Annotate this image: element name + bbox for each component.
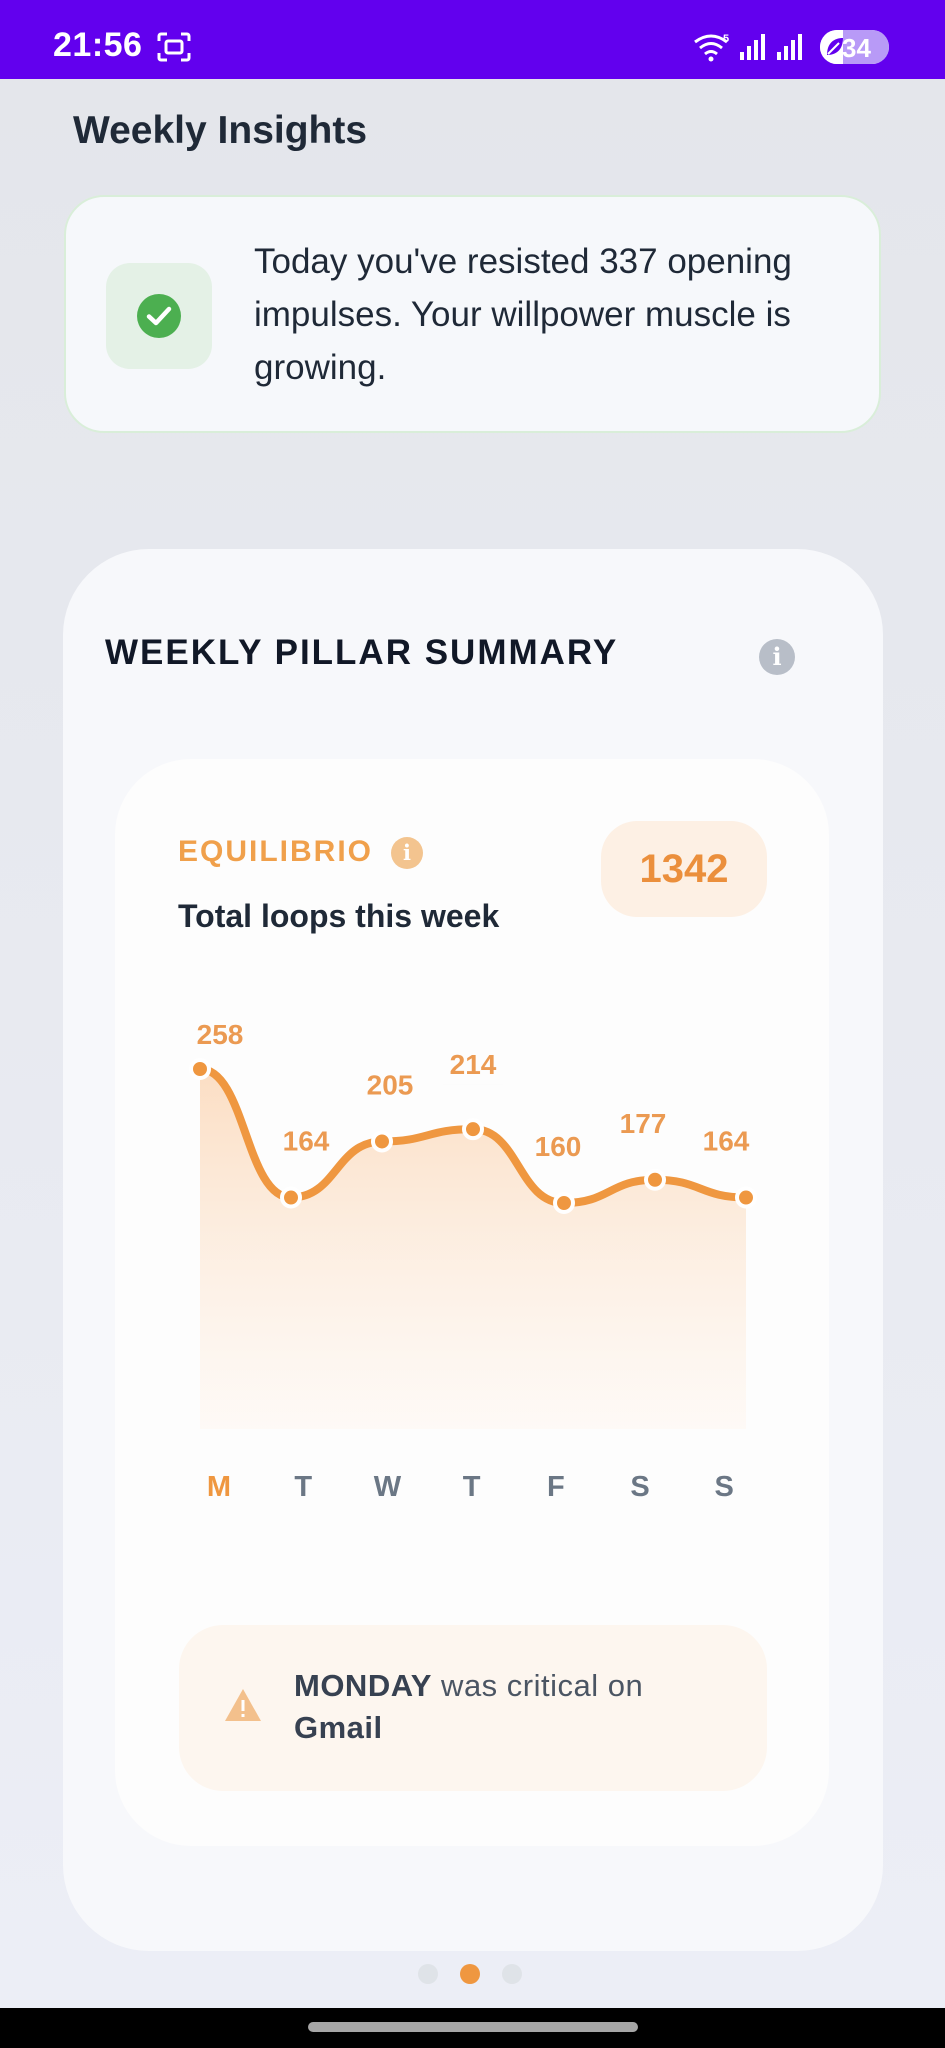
- total-loops-label: Total loops this week: [178, 898, 500, 934]
- alert-text: MONDAY was critical on Gmail: [294, 1665, 744, 1749]
- chart-point-4[interactable]: [462, 1118, 484, 1141]
- alert-app: Gmail: [294, 1710, 383, 1745]
- alert-day: MONDAY: [294, 1668, 432, 1703]
- pillar-chart-card[interactable]: EQUILIBRIO i Total loops this week 1342 …: [115, 759, 829, 1846]
- chart-point-6[interactable]: [644, 1168, 666, 1191]
- data-label-bg: [190, 1018, 250, 1054]
- data-label-bg: [443, 1048, 503, 1085]
- wifi-icon: 5: [694, 33, 729, 62]
- warning-icon: [225, 1689, 261, 1721]
- battery-indicator: 34: [820, 30, 889, 64]
- section-title: WEEKLY PILLAR SUMMARY: [105, 633, 619, 672]
- data-label-bg: [696, 1124, 756, 1161]
- weekly-insights-screen[interactable]: Weekly Insights Today you've resisted 33…: [0, 79, 945, 2008]
- data-label-bg: [613, 1106, 673, 1143]
- signal-icon: [740, 34, 765, 60]
- weekly-loops-chart: 258 164 205 214 160 177 164 M T W T F S S: [189, 1018, 757, 1503]
- page-title: Weekly Insights: [73, 109, 368, 152]
- navigation-bar: [0, 2008, 945, 2048]
- insight-icon-tile: [106, 263, 212, 369]
- signal-icon-2: [777, 34, 802, 60]
- status-bar: 21:56 5: [0, 0, 945, 79]
- chart-point-5[interactable]: [553, 1192, 575, 1214]
- data-label-4: 214: [450, 1049, 497, 1080]
- x-tick-1: M: [207, 1471, 231, 1503]
- alert-middle: was critical on: [431, 1668, 644, 1703]
- data-label-bg: [528, 1130, 588, 1166]
- x-tick-7: S: [715, 1471, 734, 1503]
- x-tick-5: F: [547, 1471, 565, 1503]
- page-dot-2[interactable]: [460, 1964, 480, 1984]
- insight-card: Today you've resisted 337 opening impuls…: [64, 195, 881, 433]
- data-label-3: 205: [367, 1069, 414, 1100]
- data-label-bg: [360, 1068, 420, 1105]
- chart-point-3[interactable]: [371, 1130, 393, 1153]
- x-tick-6: S: [630, 1471, 649, 1503]
- screenshot-icon: [157, 32, 191, 62]
- page-dot-1[interactable]: [418, 1964, 438, 1984]
- pillar-name: EQUILIBRIO: [178, 835, 374, 868]
- battery-saver-icon: [827, 38, 843, 55]
- battery-level: 34: [842, 33, 871, 63]
- weekly-pillar-summary-card[interactable]: WEEKLY PILLAR SUMMARY i EQUILIBRIO i Tot…: [63, 549, 883, 1984]
- check-circle-icon: [137, 294, 181, 338]
- chart-point-1[interactable]: [189, 1058, 211, 1080]
- data-label-2: 164: [283, 1126, 330, 1157]
- chart-point-7[interactable]: [735, 1186, 757, 1209]
- home-indicator[interactable]: [308, 2022, 638, 2032]
- total-loops-badge: 1342: [601, 821, 767, 917]
- chart-point-2[interactable]: [280, 1186, 302, 1209]
- info-icon[interactable]: i: [759, 639, 795, 675]
- x-tick-4: T: [463, 1471, 481, 1503]
- page-dot-3[interactable]: [502, 1964, 522, 1984]
- x-tick-2: T: [294, 1471, 312, 1503]
- pillar-info-icon[interactable]: i: [391, 837, 423, 869]
- data-label-bg: [276, 1124, 336, 1161]
- data-label-6: 177: [620, 1108, 667, 1139]
- critical-day-alert[interactable]: MONDAY was critical on Gmail: [179, 1625, 767, 1791]
- svg-text:5: 5: [723, 33, 729, 45]
- x-tick-3: W: [374, 1471, 402, 1503]
- chart-area-fill: [200, 1069, 746, 1429]
- status-time: 21:56: [53, 26, 143, 64]
- insight-text: Today you've resisted 337 opening impuls…: [254, 242, 792, 387]
- data-label-7: 164: [703, 1126, 750, 1157]
- data-label-1: 258: [197, 1019, 244, 1050]
- battery-empty: [843, 30, 889, 64]
- data-label-5: 160: [535, 1131, 582, 1162]
